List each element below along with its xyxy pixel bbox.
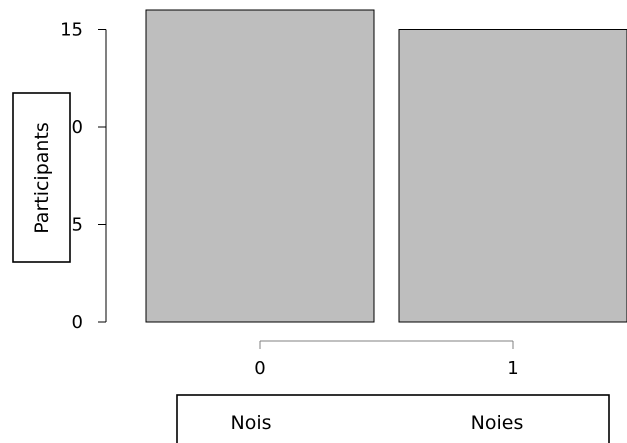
category-label-0: Nois <box>230 412 271 434</box>
bars-group <box>145 9 627 323</box>
category-label-1: Noies <box>471 412 524 434</box>
y-tick-label-10: 0 <box>72 117 83 138</box>
y-axis-label: Participants <box>31 122 53 234</box>
bar-noies <box>398 29 627 323</box>
x-tick-label-1: 1 <box>507 358 518 379</box>
category-label-box: Nois Noies <box>176 394 610 443</box>
y-axis: 0 5 0 15 <box>60 20 107 333</box>
y-axis-label-box: Participants <box>12 92 71 263</box>
y-tick-label-5: 5 <box>72 215 83 236</box>
x-tick-label-0: 0 <box>254 358 265 379</box>
y-tick-label-15: 15 <box>60 20 83 41</box>
bar-nois <box>145 9 375 323</box>
y-tick-label-0: 0 <box>72 312 83 333</box>
